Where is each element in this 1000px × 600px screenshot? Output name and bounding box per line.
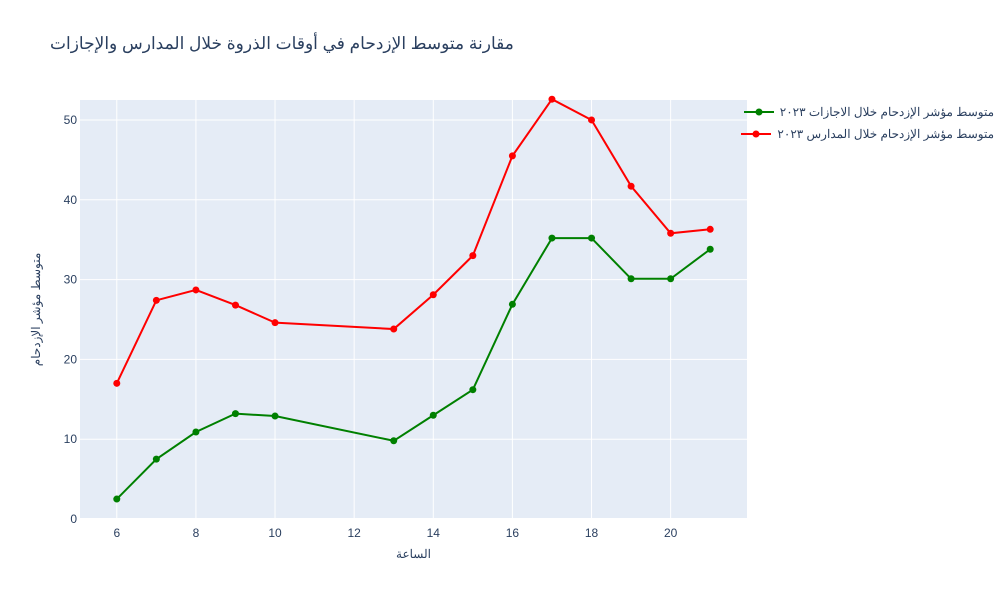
data-point-1 bbox=[548, 95, 556, 103]
data-point-1 bbox=[508, 152, 516, 160]
data-point-0 bbox=[390, 437, 398, 445]
y-tick-label: 0 bbox=[70, 512, 77, 526]
data-point-1 bbox=[152, 296, 160, 304]
data-point-0 bbox=[627, 275, 635, 283]
data-point-1 bbox=[706, 225, 714, 233]
data-point-0 bbox=[548, 234, 556, 242]
data-point-1 bbox=[667, 229, 675, 237]
legend-label: متوسط مؤشر الإزدحام خلال المدارس ٢٠٢٣ bbox=[777, 127, 994, 141]
data-point-1 bbox=[192, 286, 200, 294]
data-point-0 bbox=[508, 300, 516, 308]
x-axis-title: الساعة bbox=[396, 547, 431, 561]
data-point-0 bbox=[588, 234, 596, 242]
x-tick-label: 8 bbox=[193, 526, 200, 540]
data-point-0 bbox=[469, 386, 477, 394]
x-tick-label: 18 bbox=[585, 526, 599, 540]
data-point-1 bbox=[469, 252, 477, 260]
x-tick-label: 6 bbox=[113, 526, 120, 540]
y-tick-label: 30 bbox=[64, 273, 78, 287]
data-point-0 bbox=[706, 245, 714, 253]
data-point-1 bbox=[113, 379, 121, 387]
plot-background bbox=[80, 100, 747, 519]
legend-label: متوسط مؤشر الإزدحام خلال الاجازات ٢٠٢٣ bbox=[779, 105, 994, 119]
x-tick-label: 20 bbox=[664, 526, 678, 540]
x-tick-label: 10 bbox=[268, 526, 282, 540]
series-line-0 bbox=[116, 237, 711, 500]
legend-item-schools[interactable]: متوسط مؤشر الإزدحام خلال المدارس ٢٠٢٣ bbox=[741, 126, 994, 142]
x-tick-label: 16 bbox=[506, 526, 520, 540]
data-point-1 bbox=[271, 319, 279, 327]
data-point-0 bbox=[667, 275, 675, 283]
data-point-1 bbox=[231, 301, 239, 309]
data-point-0 bbox=[152, 455, 160, 463]
legend-item-holidays[interactable]: متوسط مؤشر الإزدحام خلال الاجازات ٢٠٢٣ bbox=[743, 104, 994, 120]
legend-line-green-icon bbox=[743, 108, 774, 116]
data-point-1 bbox=[627, 182, 635, 190]
data-point-1 bbox=[429, 291, 437, 299]
data-point-1 bbox=[390, 325, 398, 333]
y-tick-label: 10 bbox=[64, 432, 78, 446]
data-point-0 bbox=[231, 410, 239, 418]
y-axis-title: متوسط مؤشر الإزدحام bbox=[29, 253, 44, 366]
x-tick-label: 14 bbox=[427, 526, 441, 540]
data-point-0 bbox=[429, 411, 437, 419]
data-point-0 bbox=[192, 428, 200, 436]
series-line-1 bbox=[115, 97, 711, 384]
y-tick-label: 50 bbox=[64, 113, 78, 127]
chart-title: مقارنة متوسط الإزدحام في أوقات الذروة خل… bbox=[50, 34, 514, 53]
y-tick-label: 20 bbox=[64, 352, 78, 366]
x-tick-label: 12 bbox=[347, 526, 361, 540]
data-point-0 bbox=[271, 412, 279, 420]
y-tick-label: 40 bbox=[64, 193, 78, 207]
legend-line-red-icon bbox=[741, 130, 772, 138]
data-point-0 bbox=[113, 495, 121, 503]
data-point-1 bbox=[588, 116, 596, 124]
